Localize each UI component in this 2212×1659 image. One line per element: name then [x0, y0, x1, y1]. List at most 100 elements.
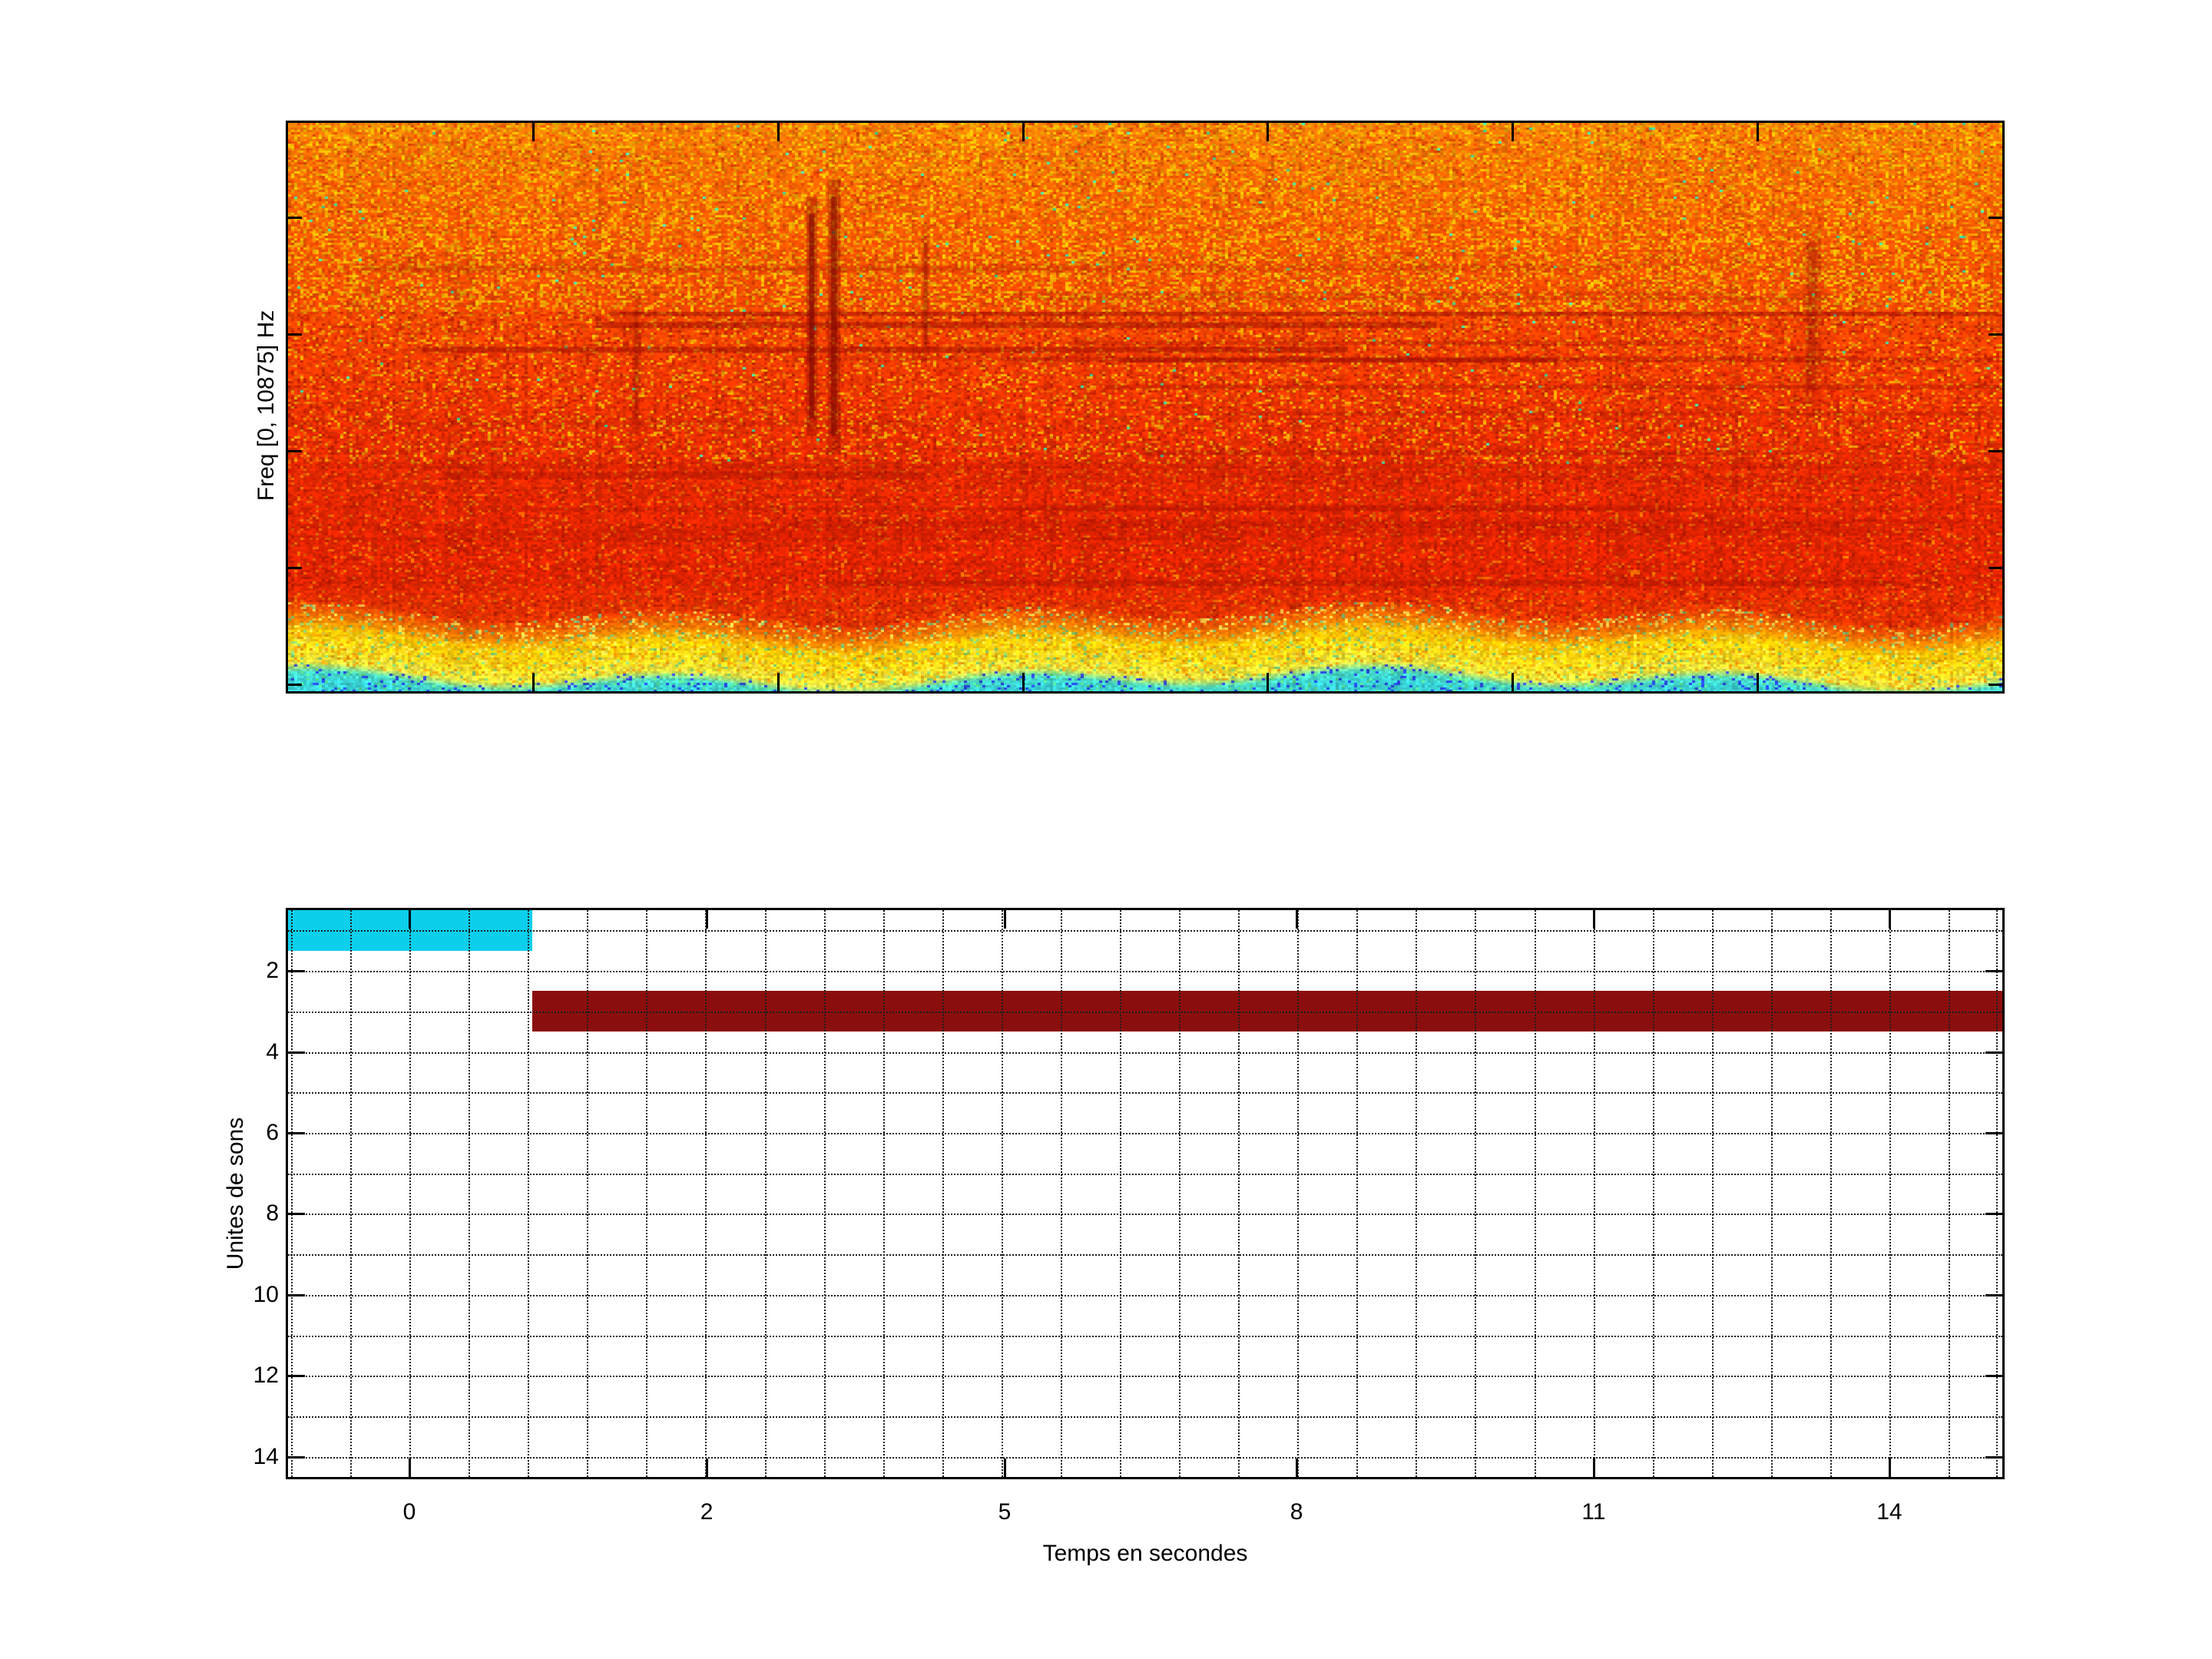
spectrogram-x-tick: [1022, 673, 1025, 691]
timeline-y-tick: [1985, 970, 2002, 973]
timeline-hgridline: [288, 1173, 2002, 1175]
timeline-hgridline: [288, 1092, 2002, 1094]
timeline-hgridline: [288, 1011, 2002, 1013]
timeline-vgridline: [290, 910, 293, 1477]
timeline-vgridline: [882, 910, 885, 1477]
timeline-y-tick: [288, 1375, 305, 1378]
spectrogram-x-tick: [531, 673, 535, 691]
timeline-vgridline: [1949, 910, 1951, 1477]
timeline-x-tick: [409, 910, 412, 929]
timeline-x-tick: [1592, 910, 1595, 929]
timeline-y-tick: [288, 1455, 305, 1459]
timeline-hgridline: [288, 1132, 2002, 1134]
timeline-vgridline: [1475, 910, 1477, 1477]
spectrogram-x-tick: [777, 673, 780, 691]
spectrogram-x-tick: [1757, 123, 1760, 141]
timeline-vgridline: [587, 910, 589, 1477]
timeline-hgridline: [288, 1051, 2002, 1054]
timeline-vgridline: [646, 910, 648, 1477]
y-tick-label: 12: [253, 1363, 279, 1389]
y-tick-label: 10: [253, 1281, 279, 1307]
timeline-y-tick: [1985, 1293, 2002, 1296]
timeline-hgridline: [288, 971, 2002, 973]
spectrogram-ylabel: Freq [0, 10875] Hz: [253, 310, 279, 502]
x-tick-label: 0: [402, 1499, 416, 1525]
timeline-vgridline: [1534, 910, 1536, 1477]
timeline-vgridline: [1830, 910, 1832, 1477]
y-tick-label: 4: [266, 1038, 279, 1065]
timeline-x-tick: [706, 910, 709, 929]
timeline-hgridline: [288, 1416, 2002, 1418]
timeline-y-tick: [1985, 1455, 2002, 1459]
timeline-hgridline: [288, 1294, 2002, 1296]
timeline-x-tick: [1003, 1459, 1006, 1477]
timeline-hgridline: [288, 1254, 2002, 1257]
timeline-y-tick: [1985, 1213, 2002, 1216]
spectrogram-y-tick: [288, 449, 302, 452]
y-tick-label: 8: [266, 1200, 279, 1227]
timeline-y-tick: [288, 1293, 305, 1296]
spectrogram-x-tick: [777, 123, 780, 141]
timeline-hgridline: [288, 1376, 2002, 1378]
timeline-x-tick: [1003, 910, 1006, 929]
spectrogram-y-tick: [1988, 684, 2002, 687]
timeline-x-tick: [1296, 910, 1299, 929]
y-tick-label: 14: [253, 1443, 279, 1469]
timeline-y-tick: [1985, 1375, 2002, 1378]
spectrogram-y-tick: [288, 684, 302, 687]
spectrogram-x-tick: [1267, 123, 1270, 141]
spectrogram-x-tick: [1512, 123, 1515, 141]
timeline-y-tick: [288, 1213, 305, 1216]
timeline-x-tick: [1592, 1459, 1595, 1477]
timeline-vgridline: [823, 910, 826, 1477]
spectrogram-y-tick: [1988, 216, 2002, 219]
timeline-x-tick: [706, 1459, 709, 1477]
x-tick-label: 8: [1290, 1499, 1303, 1525]
timeline-vgridline: [528, 910, 530, 1477]
timeline-vgridline: [349, 910, 352, 1477]
x-tick-label: 2: [700, 1499, 714, 1525]
timeline-x-tick: [409, 1459, 412, 1477]
x-tick-label: 11: [1581, 1499, 1606, 1525]
spectrogram-y-tick: [1988, 333, 2002, 336]
timeline-vgridline: [1356, 910, 1359, 1477]
timeline-x-tick: [1888, 910, 1891, 929]
spectrogram-y-tick: [1988, 449, 2002, 452]
timeline-vgridline: [1001, 910, 1003, 1477]
sound-unit-bar: [532, 991, 2002, 1032]
spectrogram-x-tick: [1022, 123, 1025, 141]
timeline-hgridline: [288, 1456, 2002, 1459]
spectrogram-x-tick: [1512, 673, 1515, 691]
x-tick-label: 5: [998, 1499, 1012, 1525]
spectrogram-y-tick: [1988, 566, 2002, 569]
spectrogram-image: [288, 123, 2002, 691]
timeline-xlabel: Temps en secondes: [1042, 1541, 1248, 1566]
timeline-vgridline: [1593, 910, 1595, 1477]
timeline-hgridline: [288, 1335, 2002, 1337]
timeline-vgridline: [1238, 910, 1240, 1477]
x-tick-label: 14: [1876, 1499, 1902, 1525]
timeline-vgridline: [764, 910, 767, 1477]
spectrogram-y-tick: [288, 333, 302, 336]
timeline-vgridline: [942, 910, 944, 1477]
timeline-y-tick: [1985, 1051, 2002, 1054]
timeline-vgridline: [1652, 910, 1654, 1477]
timeline-vgridline: [1120, 910, 1121, 1477]
timeline-x-tick: [1296, 1459, 1299, 1477]
timeline-vgridline: [1889, 910, 1892, 1477]
spectrogram-x-tick: [531, 123, 535, 141]
spectrogram-x-tick: [1757, 673, 1760, 691]
timeline-vgridline: [409, 910, 412, 1477]
spectrogram-y-tick: [288, 216, 302, 219]
timeline-vgridline: [1060, 910, 1062, 1477]
timeline-vgridline: [1416, 910, 1418, 1477]
timeline-y-tick: [1985, 1131, 2002, 1134]
timeline-y-tick: [288, 1131, 305, 1134]
timeline-vgridline: [1179, 910, 1181, 1477]
spectrogram-x-tick: [1267, 673, 1270, 691]
spectrogram-y-tick: [288, 566, 302, 569]
timeline-vgridline: [705, 910, 707, 1477]
y-tick-label: 6: [266, 1119, 279, 1145]
timeline-vgridline: [1711, 910, 1714, 1477]
